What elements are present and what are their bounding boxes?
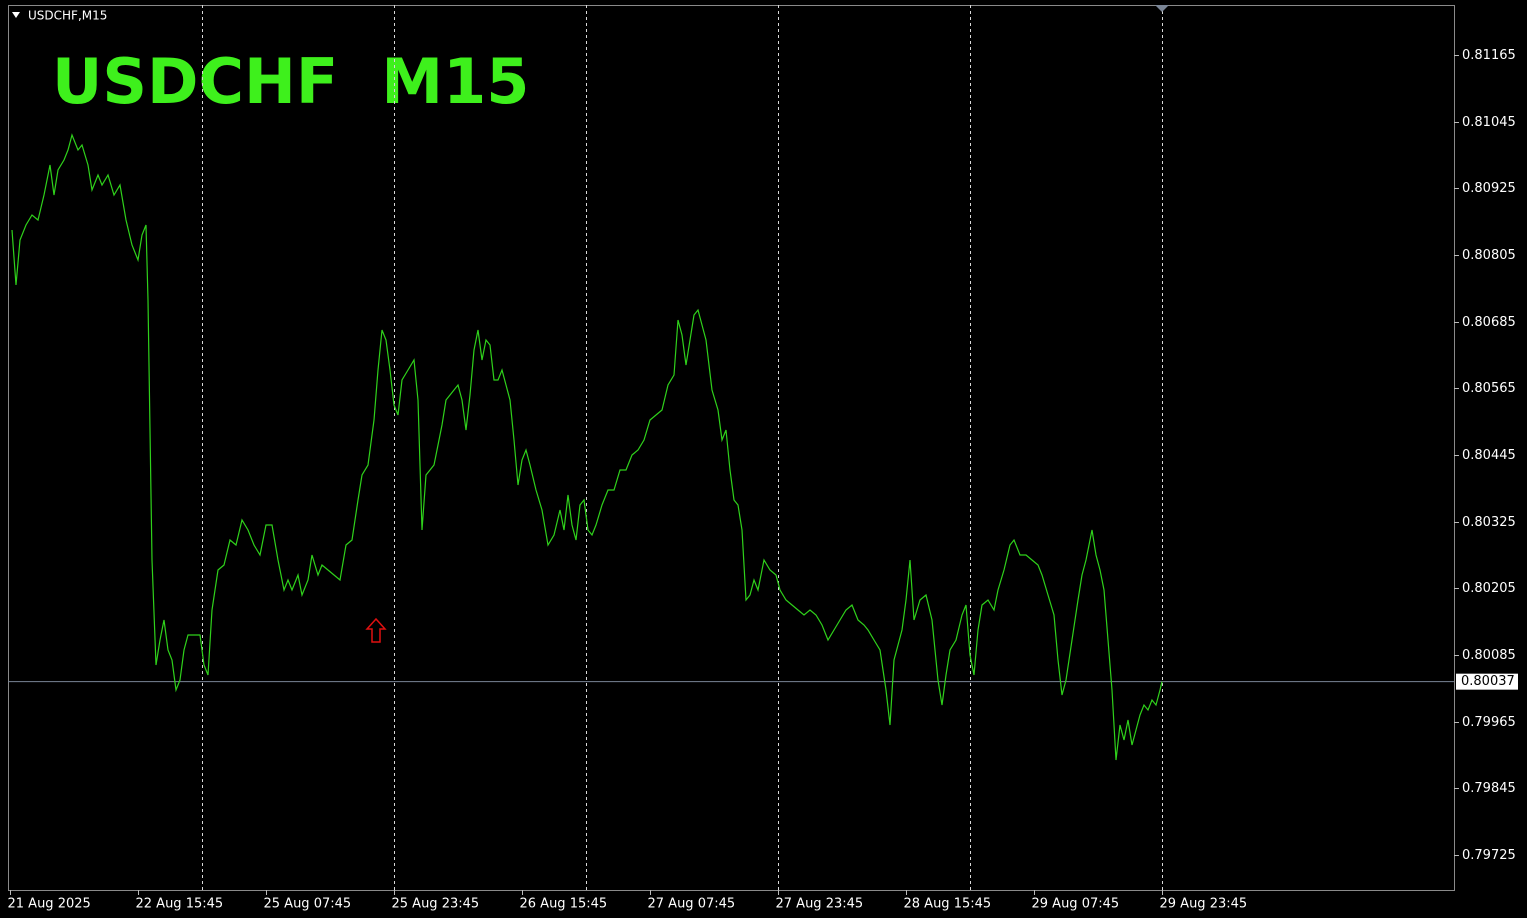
- x-tick-label: 29 Aug 23:45: [1160, 897, 1248, 912]
- y-tick-label: 0.80205: [1462, 581, 1516, 596]
- arrow-marker: [365, 617, 387, 643]
- x-tick-label: 26 Aug 15:45: [520, 897, 608, 912]
- x-tick-label: 28 Aug 15:45: [904, 897, 992, 912]
- y-tick-label: 0.80925: [1462, 181, 1516, 196]
- y-tick-label: 0.80445: [1462, 448, 1516, 463]
- y-tick-label: 0.79725: [1462, 848, 1516, 863]
- plot-frame: [8, 5, 1455, 891]
- chart-title: USDCHF M15: [52, 45, 529, 118]
- price-line: [11, 133, 1163, 761]
- y-tick-label: 0.80805: [1462, 248, 1516, 263]
- y-tick-label: 0.80685: [1462, 315, 1516, 330]
- y-tick-label: 0.79965: [1462, 715, 1516, 730]
- x-tick-label: 22 Aug 15:45: [136, 897, 224, 912]
- shift-marker: [1155, 5, 1169, 12]
- current-price-box: [1456, 673, 1518, 690]
- y-tick-label: 0.81045: [1462, 115, 1516, 130]
- x-tick-label: 25 Aug 23:45: [392, 897, 480, 912]
- chart-header: USDCHF,M15: [28, 9, 107, 23]
- x-tick-label: 21 Aug 2025: [8, 897, 91, 912]
- y-tick-label: 0.80085: [1462, 648, 1516, 663]
- menu-triangle[interactable]: [12, 12, 20, 18]
- x-tick-label: 25 Aug 07:45: [264, 897, 352, 912]
- y-tick-label: 0.80325: [1462, 515, 1516, 530]
- y-tick-label: 0.81165: [1462, 48, 1516, 63]
- current-price-label: 0.80037: [1461, 674, 1515, 689]
- y-tick-label: 0.79845: [1462, 781, 1516, 796]
- x-tick-label: 29 Aug 07:45: [1032, 897, 1120, 912]
- x-tick-label: 27 Aug 23:45: [776, 897, 864, 912]
- y-tick-label: 0.80565: [1462, 381, 1516, 396]
- x-tick-label: 27 Aug 07:45: [648, 897, 736, 912]
